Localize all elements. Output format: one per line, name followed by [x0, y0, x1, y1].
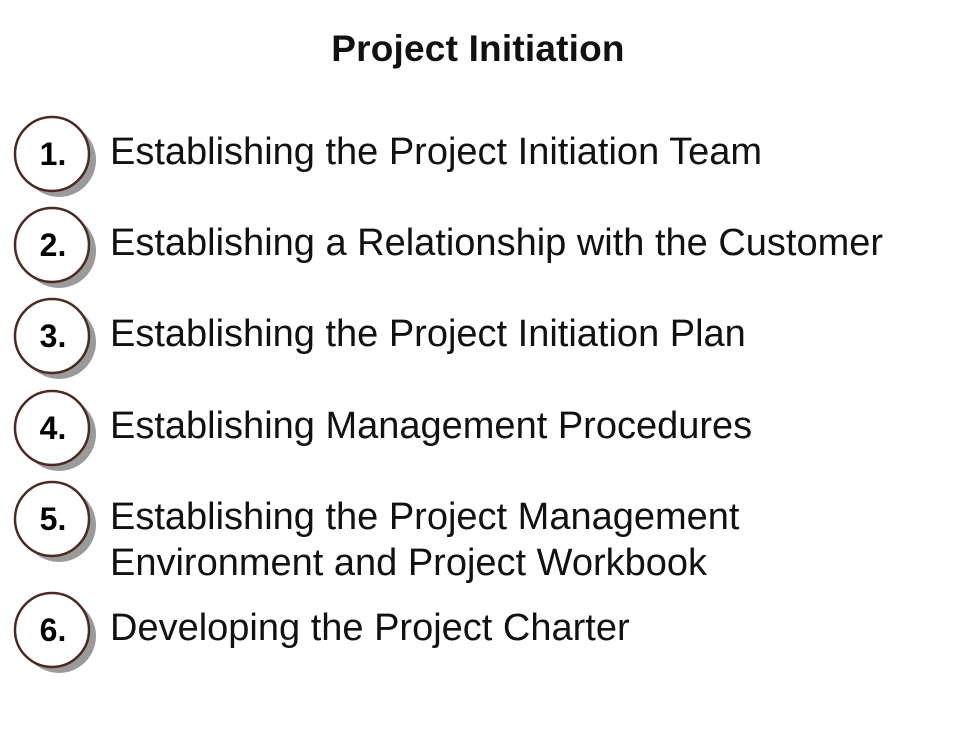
- step-item: 4. Establishing Management Procedures: [13, 389, 974, 471]
- circle-icon: [13, 389, 96, 471]
- step-number: 1.: [39, 136, 67, 172]
- step-label: Establishing a Relationship with the Cus…: [110, 220, 883, 266]
- step-number-badge: 5.: [13, 480, 96, 562]
- step-label: Establishing the Project Initiation Team: [110, 129, 762, 175]
- circle-icon: [13, 297, 96, 379]
- circle-icon: [13, 206, 96, 288]
- step-number: 4.: [39, 410, 67, 446]
- circle-icon: [13, 591, 96, 673]
- circle-outline: [13, 591, 91, 669]
- circle-outline: [13, 297, 91, 375]
- step-label-line: Environment and Project Workbook: [110, 542, 708, 584]
- step-number-badge: 2.: [13, 206, 96, 288]
- circle-outline: [13, 389, 91, 467]
- circle-icon: [13, 480, 96, 562]
- step-label: Establishing the Project Management Envir…: [110, 494, 739, 586]
- circle-outline: [13, 206, 91, 284]
- step-label-line: Developing the Project Charter: [110, 607, 630, 649]
- circle-outline: [13, 480, 91, 558]
- step-item: 3. Establishing the Project Initiation Pl…: [13, 297, 974, 379]
- step-item: 5. Establishing the Project Management Env…: [13, 480, 974, 584]
- step-number-badge: 6.: [13, 591, 96, 673]
- step-item: 1. Establishing the Project Initiation Te…: [13, 115, 974, 197]
- step-number: 6.: [39, 612, 67, 648]
- step-number-badge: 3.: [13, 297, 96, 379]
- step-label-line: Establishing the Project Initiation Plan: [110, 313, 746, 355]
- step-number: 3.: [39, 318, 67, 354]
- step-number: 5.: [39, 501, 67, 537]
- step-label: Developing the Project Charter: [110, 605, 630, 651]
- circle-outline: [13, 115, 91, 193]
- step-label-line: Establishing a Relationship with the Cus…: [110, 222, 884, 264]
- step-label: Establishing the Project Initiation Plan: [110, 311, 746, 357]
- step-label-line: Establishing the Project Management: [110, 496, 740, 538]
- step-label-line: Establishing the Project Initiation Team: [110, 131, 762, 173]
- circle-icon: [13, 115, 96, 197]
- step-number-badge: 4.: [13, 389, 96, 471]
- step-label: Establishing Management Procedures: [110, 403, 752, 449]
- step-number: 2.: [39, 227, 67, 263]
- step-label-line: Establishing Management Procedures: [110, 405, 753, 447]
- step-item: 6. Developing the Project Charter: [13, 591, 974, 673]
- step-number-badge: 1.: [13, 115, 96, 197]
- step-item: 2. Establishing a Relationship with the C…: [13, 206, 974, 288]
- page-title: Project Initiation: [331, 28, 625, 69]
